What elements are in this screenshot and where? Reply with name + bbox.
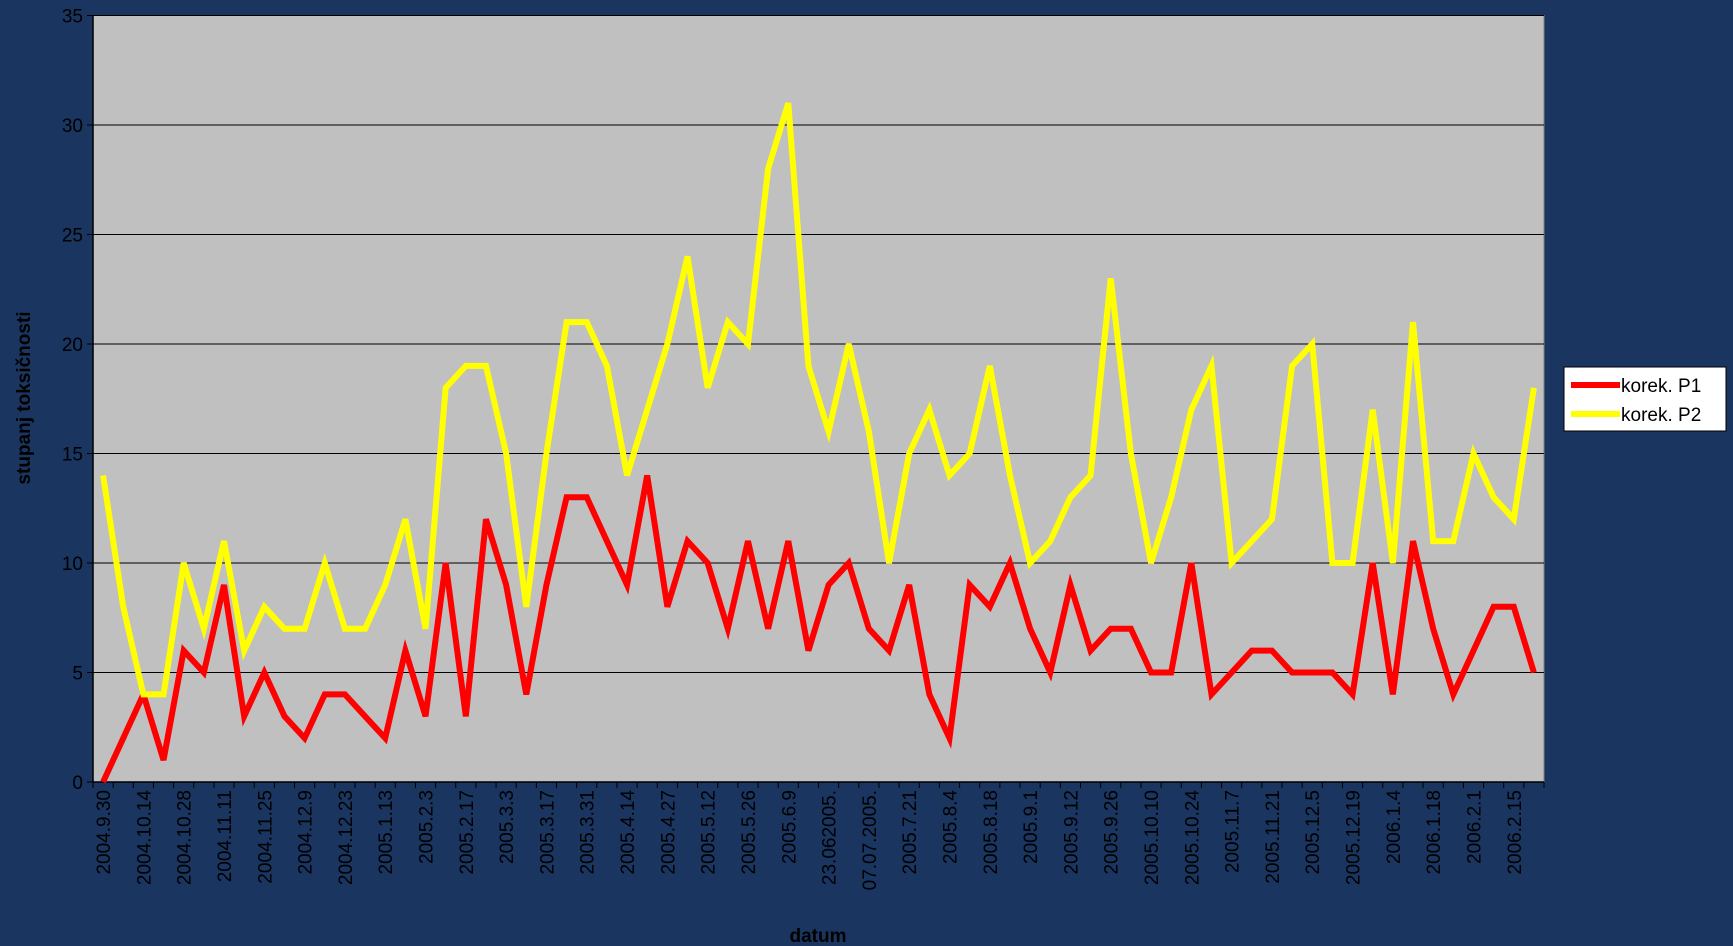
x-tick-label: 2006.2.15 bbox=[1505, 790, 1526, 875]
legend-label: korek. P2 bbox=[1621, 405, 1701, 426]
x-tick-label: 2005.9.26 bbox=[1102, 790, 1123, 875]
x-tick-label: 2005.10.24 bbox=[1182, 790, 1203, 886]
y-axis-title: stupanj toksičnosti bbox=[14, 311, 35, 484]
x-tick-label: 2005.3.3 bbox=[497, 790, 518, 864]
x-tick-label: 2004.9.30 bbox=[94, 790, 115, 875]
legend-box bbox=[1563, 366, 1727, 432]
x-tick-label: 2005.9.12 bbox=[1061, 790, 1082, 875]
x-tick-label: 2004.11.25 bbox=[255, 790, 276, 884]
x-tick-label: 2004.12.9 bbox=[296, 790, 317, 875]
x-tick-label: 2005.11.7 bbox=[1223, 790, 1244, 873]
y-tick-label: 25 bbox=[62, 226, 83, 247]
x-axis-title: datum bbox=[790, 926, 847, 946]
x-tick-label: 2005.12.5 bbox=[1303, 790, 1324, 875]
series-line bbox=[100, 474, 1537, 784]
y-tick-label: 20 bbox=[62, 335, 83, 356]
y-tick-label: 35 bbox=[62, 7, 83, 28]
y-tick-label: 0 bbox=[72, 773, 83, 794]
x-tick-label: 2005.3.31 bbox=[578, 790, 599, 875]
y-tick-label: 5 bbox=[72, 664, 83, 685]
x-tick-label: 2005.4.27 bbox=[658, 790, 679, 875]
x-tick-label: 2005.2.3 bbox=[417, 790, 438, 864]
x-tick-label: 2004.12.23 bbox=[336, 790, 357, 885]
x-tick-label: 2006.1.18 bbox=[1424, 790, 1445, 875]
x-tick-label: 2005.3.17 bbox=[537, 790, 558, 875]
x-tick-label: 2005.12.19 bbox=[1344, 790, 1365, 885]
x-tick-label: 2006.2.1 bbox=[1464, 790, 1485, 864]
x-tick-label: 2004.10.28 bbox=[175, 790, 196, 885]
x-tick-label: 2005.8.4 bbox=[940, 790, 961, 864]
x-tick-label: 2005.9.1 bbox=[1021, 790, 1042, 864]
x-tick-label: 23.062005. bbox=[820, 790, 841, 885]
x-tick-label: 2005.11.21 bbox=[1263, 790, 1284, 884]
x-tick-label: 2004.10.14 bbox=[134, 790, 155, 886]
series-line bbox=[100, 102, 1537, 698]
x-tick-label: 2006.1.4 bbox=[1384, 790, 1405, 864]
x-tick-label: 2005.1.13 bbox=[376, 790, 397, 875]
y-tick-label: 15 bbox=[62, 445, 83, 466]
x-tick-label: 2005.2.17 bbox=[457, 790, 478, 875]
legend-label: korek. P1 bbox=[1621, 376, 1701, 397]
x-tick-label: 2005.8.18 bbox=[981, 790, 1002, 875]
x-tick-label: 2005.6.9 bbox=[779, 790, 800, 864]
y-tick-label: 30 bbox=[62, 116, 83, 137]
y-tick-label: 10 bbox=[62, 554, 83, 575]
x-tick-label: 2005.7.21 bbox=[900, 790, 921, 875]
x-tick-label: 2005.10.10 bbox=[1142, 790, 1163, 885]
x-tick-label: 2005.4.14 bbox=[618, 790, 639, 875]
x-tick-label: 2005.5.26 bbox=[739, 790, 760, 875]
x-tick-label: 2005.5.12 bbox=[699, 790, 720, 875]
x-tick-label: 2004.11.11 bbox=[215, 790, 236, 882]
x-tick-label: 07.07.2005. bbox=[860, 790, 881, 890]
